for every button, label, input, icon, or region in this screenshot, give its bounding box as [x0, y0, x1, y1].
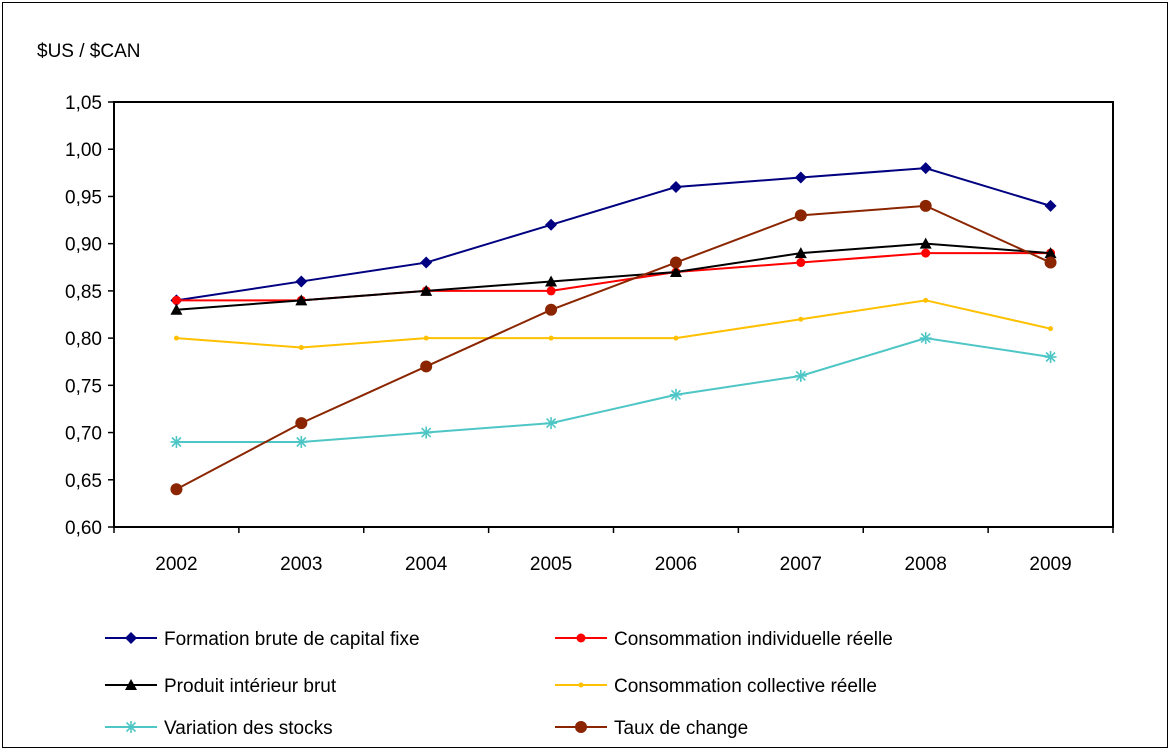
legend-label: Variation des stocks: [164, 718, 333, 739]
y-tick-label: 0,60: [65, 518, 102, 539]
legend-item: Consommation collective réelle: [555, 676, 877, 697]
data-point: [1044, 256, 1057, 269]
y-tick-label: 0,80: [65, 329, 102, 350]
data-point: [669, 256, 682, 269]
data-point: [919, 237, 932, 249]
legend-label: Consommation individuelle réelle: [614, 629, 893, 650]
y-tick-label: 1,00: [65, 140, 102, 161]
marker-stroke: [171, 436, 182, 448]
x-tick-label: 2002: [155, 554, 197, 575]
data-point: [923, 297, 929, 303]
data-point: [423, 335, 429, 341]
plot-area-border: [113, 101, 1114, 528]
legend-item: Consommation individuelle réelle: [555, 629, 893, 650]
line-chart: $US / $CAN 0,60 0,65 0,70 0,75 0,80 0,85 0,90 0…: [37, 41, 1114, 739]
legend-item: Produit intérieur brut: [105, 676, 337, 697]
x-tick-label: 2008: [905, 554, 947, 575]
legend-label: Consommation collective réelle: [614, 676, 877, 697]
marker-stroke: [920, 333, 931, 344]
data-point: [669, 388, 682, 401]
data-point: [919, 199, 932, 212]
y-tick-label: 0,65: [65, 471, 102, 492]
data-point: [170, 303, 183, 315]
data-point: [919, 162, 932, 175]
data-point: [545, 303, 558, 316]
data-point: [295, 294, 308, 306]
data-point: [794, 209, 807, 222]
y-tick-label: 0,70: [65, 424, 102, 445]
data-point: [170, 483, 183, 496]
data-point: [420, 360, 433, 373]
data-point: [545, 218, 558, 231]
data-point: [794, 369, 807, 382]
data-point: [1044, 247, 1057, 259]
legend-swatch-marker: [578, 682, 584, 688]
data-point: [545, 275, 558, 287]
legend-item: Taux de change: [555, 718, 748, 739]
legend-swatch-marker: [125, 679, 137, 690]
data-point: [673, 335, 679, 341]
x-tick-label: 2006: [655, 554, 697, 575]
y-tick-label: 0,75: [65, 376, 102, 397]
x-tick-label: 2007: [780, 554, 822, 575]
data-point: [545, 417, 558, 430]
data-point: [669, 266, 682, 277]
x-tick-label: 2005: [530, 554, 572, 575]
data-point: [1048, 326, 1054, 332]
marker-stroke: [421, 427, 432, 438]
y-tick-label: 0,95: [65, 187, 102, 208]
data-point: [796, 258, 806, 268]
data-point: [798, 316, 804, 322]
y-tick-label: 0,85: [65, 282, 102, 303]
data-point: [1044, 199, 1057, 212]
series-line: [176, 167, 1051, 302]
marker-stroke: [670, 389, 682, 400]
data-point: [420, 256, 433, 269]
data-point: [546, 286, 556, 296]
x-tick-label: 2003: [280, 554, 322, 575]
data-point: [919, 332, 932, 345]
y-axis-title: $US / $CAN: [37, 41, 140, 62]
data-point: [921, 248, 931, 258]
data-point: [794, 171, 807, 184]
data-point: [171, 295, 181, 305]
legend-label: Taux de change: [614, 718, 748, 739]
x-tick-label: 2009: [1029, 554, 1071, 575]
y-tick-label: 0,90: [65, 235, 102, 256]
x-tick-label: 2004: [405, 554, 448, 575]
data-point: [669, 181, 682, 193]
legend-swatch-marker: [125, 632, 137, 644]
legend-label: Formation brute de capital fixe: [164, 629, 420, 650]
data-point: [295, 275, 308, 288]
series-line: [176, 299, 1051, 349]
legend-item: Formation brute de capital fixe: [105, 629, 420, 650]
legend-label: Produit intérieur brut: [164, 676, 337, 697]
data-point: [295, 436, 308, 448]
series-line: [176, 242, 1051, 311]
legend-item: Variation des stocks: [105, 718, 333, 739]
marker-stroke: [545, 418, 557, 429]
data-point: [794, 247, 807, 259]
legend-swatch-marker: [575, 721, 587, 733]
marker-stroke: [125, 721, 137, 733]
series-line: [175, 204, 1051, 491]
data-point: [1044, 351, 1057, 363]
data-point: [420, 426, 433, 439]
data-point: [295, 417, 308, 430]
marker-stroke: [1045, 351, 1056, 363]
legend-swatch-marker: [576, 633, 586, 643]
marker-stroke: [296, 436, 307, 448]
marker-stroke: [795, 370, 806, 381]
data-point: [298, 345, 304, 351]
data-point: [173, 335, 179, 341]
data-point: [548, 335, 554, 341]
y-tick-label: 1,05: [65, 93, 102, 114]
data-point: [170, 436, 183, 448]
data-point: [420, 284, 433, 296]
series-line: [176, 337, 1051, 443]
legend-swatch-marker: [125, 721, 137, 733]
